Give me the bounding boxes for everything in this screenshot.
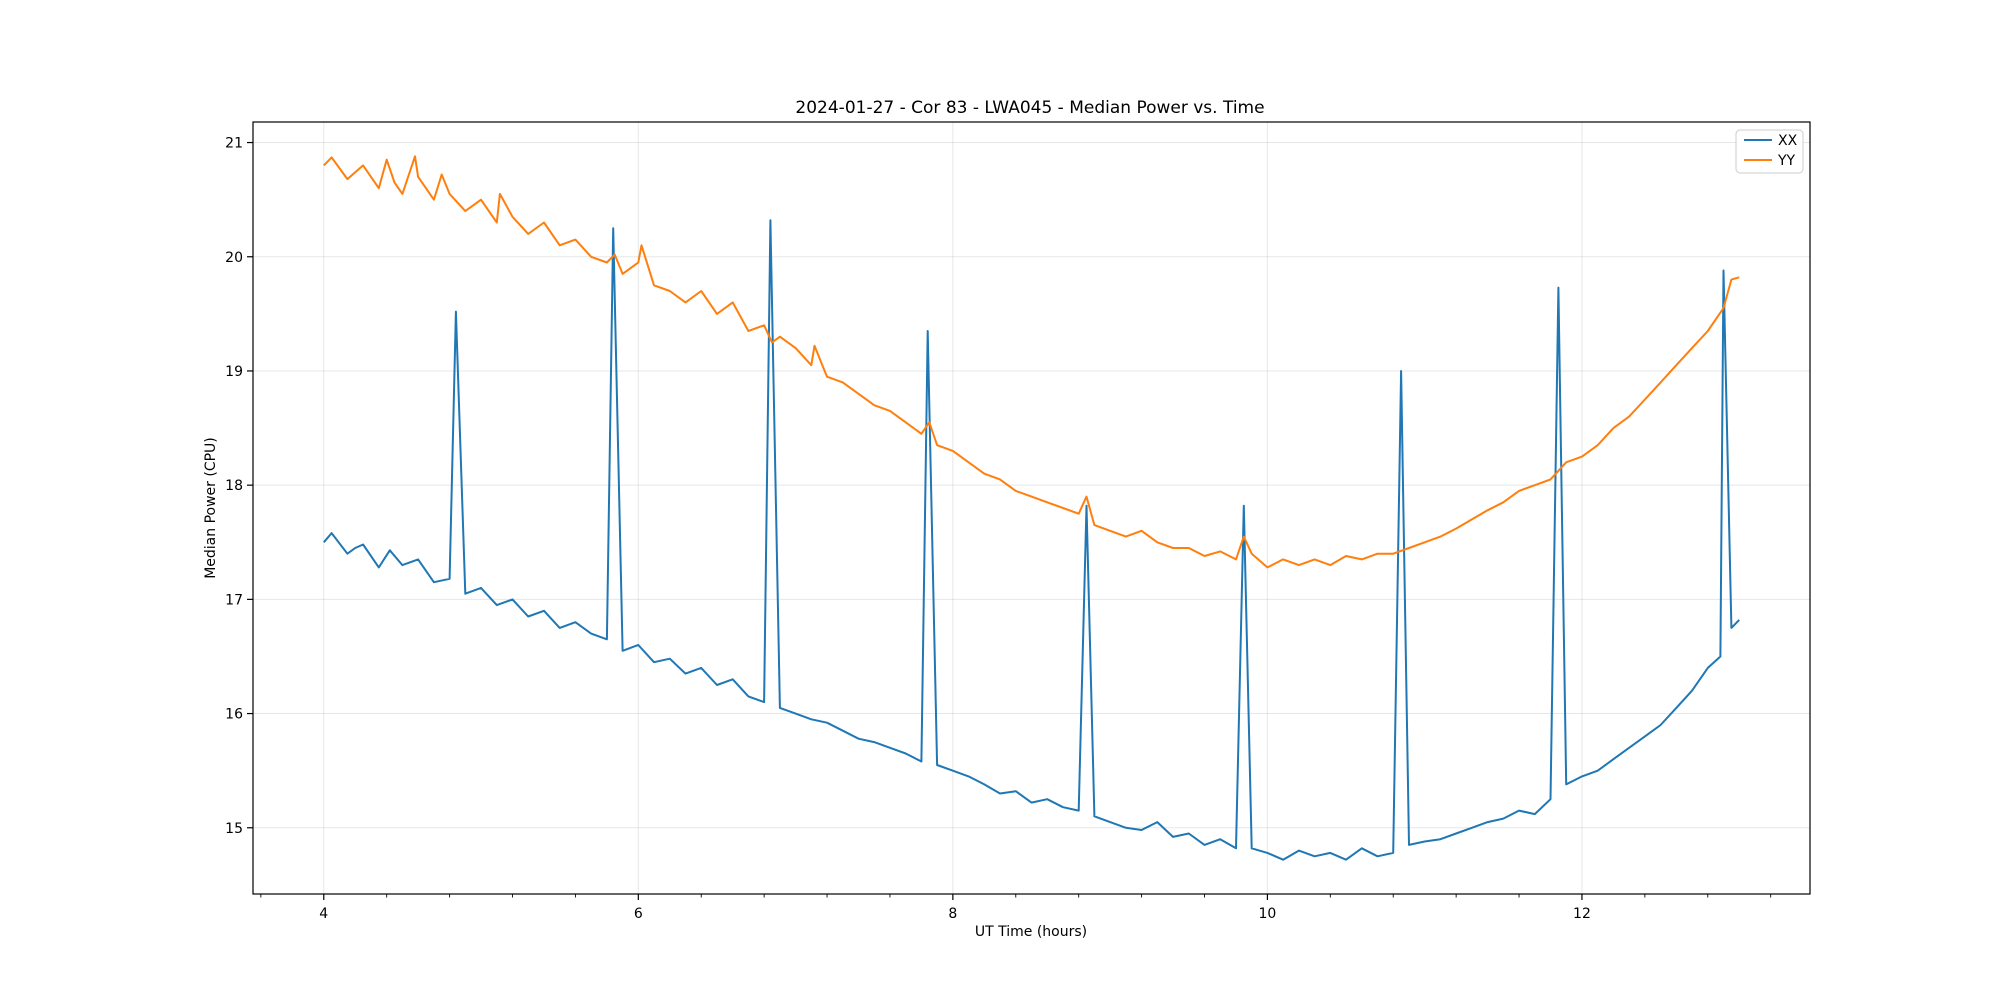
y-tick-label: 16	[225, 707, 243, 723]
series-line-yy	[323, 155, 1740, 569]
x-tick-label: 4	[319, 906, 328, 922]
grid-lines	[253, 122, 1810, 894]
legend-label-yy: YY	[1777, 153, 1796, 169]
y-tick-label: 15	[225, 821, 243, 837]
x-axis-label: UT Time (hours)	[975, 924, 1087, 940]
y-tick-label: 17	[225, 592, 243, 608]
y-axis-label: Median Power (CPU)	[203, 437, 219, 579]
y-tick-label: 18	[225, 478, 243, 494]
x-tick-label: 6	[634, 906, 643, 922]
y-axis: 15 16 17 18 19 20 21	[225, 136, 253, 837]
legend-label-xx: XX	[1778, 133, 1798, 149]
chart-title: 2024-01-27 - Cor 83 - LWA045 - Median Po…	[795, 98, 1264, 118]
series-line-xx	[323, 219, 1740, 861]
y-tick-label: 19	[225, 364, 243, 380]
plot-area-frame	[252, 121, 1811, 895]
y-tick-label: 21	[225, 136, 243, 152]
y-tick-label: 20	[225, 250, 243, 266]
x-tick-label: 12	[1573, 906, 1591, 922]
x-tick-label: 8	[948, 906, 957, 922]
legend: XX YY	[1735, 129, 1804, 174]
series-layer	[323, 155, 1740, 861]
x-tick-label: 10	[1258, 906, 1276, 922]
x-axis: 4 6 8 10 12	[260, 894, 1772, 922]
